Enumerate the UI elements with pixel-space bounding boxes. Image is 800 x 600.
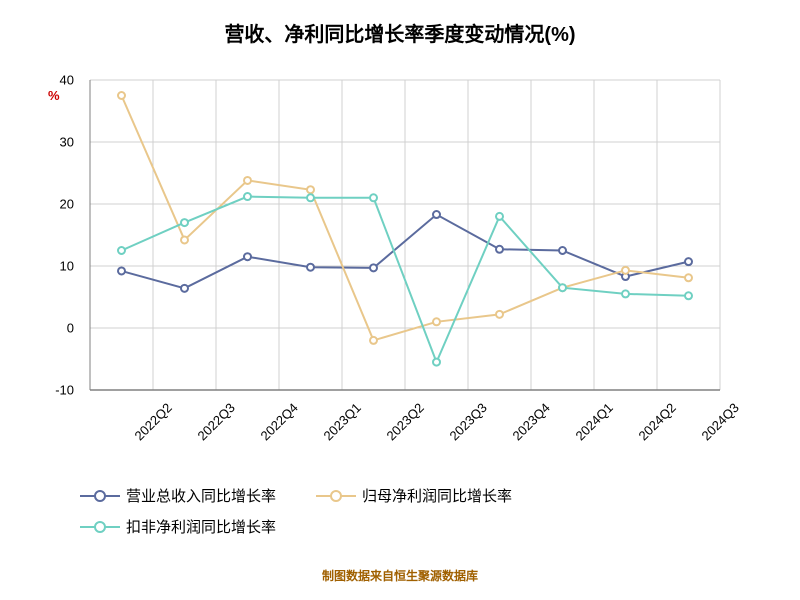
y-axis-label: % <box>48 88 60 103</box>
footer-note: 制图数据来自恒生聚源数据库 <box>0 567 800 584</box>
x-tick-label: 2023Q2 <box>383 400 426 443</box>
legend-item: 归母净利润同比增长率 <box>316 485 512 506</box>
legend-label: 归母净利润同比增长率 <box>362 485 512 506</box>
x-tick-label: 2023Q1 <box>320 400 363 443</box>
legend: 营业总收入同比增长率 归母净利润同比增长率扣非净利润同比增长率 <box>80 485 740 537</box>
x-tick-label: 2024Q2 <box>635 400 678 443</box>
chart-title: 营收、净利同比增长率季度变动情况(%) <box>0 0 800 47</box>
y-tick-label: 20 <box>46 197 74 212</box>
x-tick-label: 2024Q1 <box>572 400 615 443</box>
legend-swatch <box>80 489 120 503</box>
x-tick-label: 2022Q3 <box>194 400 237 443</box>
legend-label: 营业总收入同比增长率 <box>126 485 276 506</box>
legend-swatch <box>316 489 356 503</box>
x-tick-label: 2022Q2 <box>131 400 174 443</box>
x-tick-label: 2022Q4 <box>257 400 300 443</box>
line-chart <box>80 70 740 400</box>
chart-area <box>80 70 740 400</box>
y-tick-label: 30 <box>46 135 74 150</box>
x-tick-label: 2024Q3 <box>698 400 741 443</box>
x-tick-label: 2023Q3 <box>446 400 489 443</box>
legend-swatch <box>80 520 120 534</box>
y-tick-label: 40 <box>46 73 74 88</box>
legend-item: 扣非净利润同比增长率 <box>80 516 276 537</box>
y-tick-label: 10 <box>46 259 74 274</box>
legend-item: 营业总收入同比增长率 <box>80 485 276 506</box>
y-tick-label: -10 <box>46 383 74 398</box>
y-tick-label: 0 <box>46 321 74 336</box>
x-tick-label: 2023Q4 <box>509 400 552 443</box>
legend-label: 扣非净利润同比增长率 <box>126 516 276 537</box>
